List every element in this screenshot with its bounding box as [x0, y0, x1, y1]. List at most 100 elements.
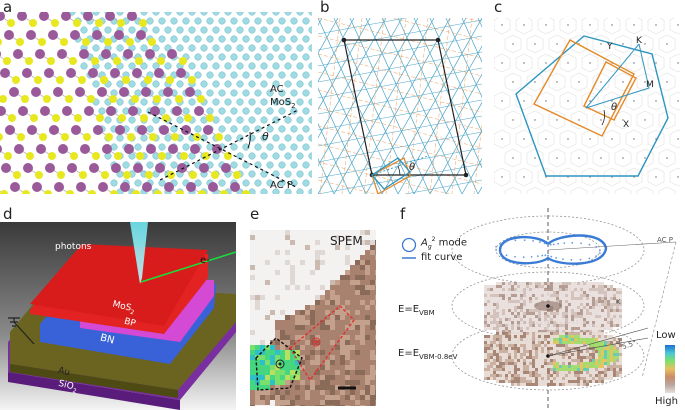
pixel — [360, 390, 365, 395]
pixel — [520, 306, 523, 309]
pixel — [613, 315, 616, 318]
pixel — [577, 332, 580, 335]
pixel — [571, 306, 574, 309]
pixel — [586, 368, 589, 371]
pixel — [532, 368, 535, 371]
pixel — [544, 294, 547, 297]
pixel — [514, 371, 517, 374]
pixel — [320, 395, 325, 400]
hex-cell — [603, 91, 621, 111]
pixel — [290, 370, 295, 375]
s-atom — [158, 152, 166, 160]
pixel — [544, 315, 547, 318]
pixel — [523, 362, 526, 365]
pixel — [559, 350, 562, 353]
pixel — [260, 310, 265, 315]
pixel — [535, 350, 538, 353]
pixel — [496, 380, 499, 383]
s-atom — [3, 57, 11, 65]
pixel — [493, 306, 496, 309]
pixel — [493, 359, 496, 362]
pixel — [300, 360, 305, 365]
ac-p-label: AC P — [270, 180, 293, 191]
pixel — [487, 312, 490, 315]
pixel — [565, 380, 568, 383]
pixel — [320, 385, 325, 390]
pixel — [523, 368, 526, 371]
pixel — [592, 341, 595, 344]
hex-cell — [592, 186, 610, 194]
pixel — [487, 344, 490, 347]
bp-atom — [122, 161, 130, 169]
pixel — [514, 288, 517, 291]
pixel — [607, 344, 610, 347]
mo-atom — [39, 12, 49, 21]
grid-line — [365, 18, 447, 194]
pixel — [541, 359, 544, 362]
pixel — [365, 345, 370, 350]
pixel — [305, 315, 310, 320]
pixel — [577, 377, 580, 380]
pixel — [607, 309, 610, 312]
bp-atom — [176, 116, 184, 124]
pixel — [355, 240, 360, 245]
pixel — [290, 310, 295, 315]
pixel — [595, 282, 598, 285]
pixel — [270, 245, 275, 250]
pixel — [520, 294, 523, 297]
pixel — [592, 309, 595, 312]
bp-atom — [266, 71, 274, 79]
pixel — [604, 303, 607, 306]
pixel — [255, 300, 260, 305]
pixel — [517, 347, 520, 350]
pixel — [505, 291, 508, 294]
panel-letter-d: d — [3, 205, 13, 223]
pixel — [553, 338, 556, 341]
pixel — [335, 385, 340, 390]
grid-line — [318, 122, 351, 194]
pixel — [619, 297, 622, 300]
bp-atom — [140, 44, 148, 52]
panel-f-arpes-stack — [451, 208, 677, 410]
pixel — [604, 291, 607, 294]
pixel — [535, 383, 538, 386]
bp-atom — [302, 71, 310, 79]
data-point — [547, 243, 549, 246]
pixel — [290, 285, 295, 290]
pixel — [255, 345, 260, 350]
bp-atom — [278, 89, 286, 97]
pixel — [562, 288, 565, 291]
pixel — [559, 300, 562, 303]
pixel — [290, 280, 295, 285]
mo-atom — [84, 106, 94, 116]
pixel — [490, 327, 493, 330]
pixel — [305, 300, 310, 305]
gamma-point — [578, 157, 580, 159]
pixel — [574, 321, 577, 324]
pixel — [580, 362, 583, 365]
pixel — [275, 305, 280, 310]
pixel — [350, 370, 355, 375]
pixel — [574, 350, 577, 353]
pixel — [502, 341, 505, 344]
pixel — [583, 356, 586, 359]
pixel — [565, 383, 568, 386]
gamma-point — [677, 24, 679, 26]
pixel — [556, 288, 559, 291]
pixel — [511, 300, 514, 303]
pixel — [595, 330, 598, 333]
pixel — [260, 305, 265, 310]
pixel — [484, 362, 487, 365]
pixel — [574, 297, 577, 300]
pixel — [562, 315, 565, 318]
pixel — [598, 285, 601, 288]
hex-cell — [559, 167, 577, 187]
pixel — [577, 282, 580, 285]
pixel — [502, 332, 505, 335]
pixel — [580, 332, 583, 335]
pixel — [265, 360, 270, 365]
pixel — [616, 341, 619, 344]
grid-line — [429, 18, 482, 134]
pixel — [375, 255, 376, 260]
pixel — [565, 344, 568, 347]
